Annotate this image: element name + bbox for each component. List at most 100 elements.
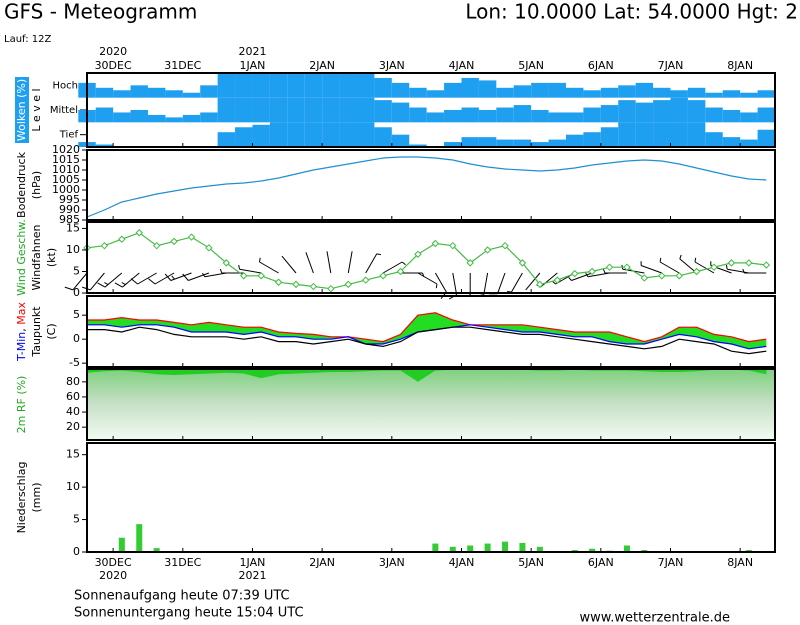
x-tick-label: 31DEC (164, 556, 201, 569)
cloud-cell (147, 87, 166, 98)
cloud-cell (531, 142, 549, 147)
wind-speed-marker (118, 235, 126, 243)
y-tick-label: -5 (69, 356, 80, 369)
cloud-cell (322, 73, 340, 98)
wind-barb (182, 272, 210, 281)
cloud-cell (531, 82, 549, 98)
y-axis-label: Niederschlag (15, 462, 28, 534)
wind-speed-marker (570, 269, 579, 278)
wind-speed-marker (274, 278, 283, 286)
y-axis-label-part: Wind Geschw. (15, 219, 28, 296)
y-tick-label: 985 (59, 213, 80, 226)
wind-speed-marker (658, 272, 666, 280)
cloud-cell (705, 92, 723, 98)
cloud-cell (217, 73, 236, 98)
x-tick-label: 1JAN (240, 556, 266, 569)
cloud-cell (565, 134, 584, 147)
wind-barb (382, 261, 406, 274)
cloud-cell (356, 97, 375, 123)
cloud-cell (496, 107, 514, 123)
x-tick-label: 4JAN (449, 59, 475, 72)
cloud-cell (269, 73, 288, 98)
cloud-cell (304, 122, 323, 147)
wind-speed-marker (588, 267, 596, 276)
y-tick-label: 0 (73, 545, 80, 558)
wind-barb (114, 272, 140, 288)
cloud-cell (722, 90, 741, 98)
wind-speed-marker (396, 267, 405, 276)
y-tick-label: 1020 (52, 143, 80, 156)
y-tick-label: 0 (73, 286, 80, 299)
cloud-cell (461, 137, 479, 147)
wind-speed-marker (361, 276, 370, 284)
panel-frame (86, 72, 776, 148)
cloud-cell (287, 97, 305, 123)
wind-barb (742, 268, 767, 274)
cloud-cell (653, 122, 671, 147)
x-tick-label: 30DEC (95, 59, 132, 72)
level-label: Mittel (50, 105, 78, 116)
cloud-cell (496, 87, 514, 98)
wind-barb (347, 251, 353, 274)
cloud-cell (182, 114, 201, 123)
title: GFS - Meteogramm (4, 0, 197, 24)
cloud-cell (757, 129, 775, 147)
cloud-cell (635, 122, 654, 147)
wind-speed-marker (710, 263, 718, 271)
wind-barb (326, 251, 332, 274)
cloud-cell (200, 112, 218, 123)
cloud-cell (235, 73, 253, 98)
cloud-cell (740, 112, 758, 123)
wind-barb (305, 252, 314, 274)
source: www.wetterzentrale.de (580, 611, 730, 625)
y-tick-label: 995 (59, 193, 80, 206)
x-tick-label: 8JAN (727, 556, 753, 569)
cloud-cell (513, 85, 532, 98)
y-axis-label-part: (C) (45, 323, 58, 339)
humidity-area (87, 369, 767, 382)
cloud-cell (339, 122, 357, 147)
cloud-cell (478, 110, 497, 123)
cloud-cell (548, 139, 566, 147)
y-tick-label: 5 (73, 264, 80, 277)
wind-barb (164, 272, 192, 281)
precip-bar (153, 548, 160, 552)
x-tick-label: 1JAN (240, 59, 266, 72)
cloud-cell (600, 105, 619, 123)
y-axis-label-part: Max (15, 302, 28, 325)
cloud-cell (356, 73, 375, 98)
wind-barb (365, 253, 381, 274)
cloud-cell (409, 107, 427, 123)
y-axis-label: Windfahnen (30, 225, 43, 291)
y-axis-label: (hPa) (30, 171, 43, 199)
cloud-cell (548, 82, 566, 98)
wind-barb (640, 261, 662, 274)
cloud-cell (722, 110, 741, 123)
x-tick-label: 7JAN (658, 59, 684, 72)
precip-bar (502, 541, 509, 552)
wind-speed-marker (605, 263, 614, 271)
cloud-cell (95, 144, 114, 147)
cloud-cell (583, 107, 601, 123)
cloud-cell (565, 112, 584, 123)
cloud-cell (513, 105, 532, 123)
y-axis-label-part: (mm) (30, 482, 43, 512)
year-label: 2020 (99, 45, 127, 58)
x-tick-label: 2JAN (309, 556, 335, 569)
cloud-cell (757, 107, 775, 123)
cloud-cell (95, 87, 114, 98)
wind-speed-marker (762, 261, 770, 269)
panel-frame (86, 221, 776, 294)
y-tick-label: 10 (66, 243, 80, 256)
cloud-cell (409, 144, 427, 147)
cloud-cell (374, 127, 392, 147)
wind-barb (202, 272, 227, 278)
cloud-cell (339, 73, 357, 98)
wind-speed-marker (379, 272, 387, 280)
cloud-cell (304, 73, 323, 98)
y-axis-label: Bodendruck (15, 151, 28, 218)
cloud-cell (600, 87, 619, 98)
y-axis-label-part: 2m RF (%) (15, 376, 28, 434)
y-tick-label: 990 (59, 203, 80, 216)
cloud-cell (444, 110, 462, 123)
